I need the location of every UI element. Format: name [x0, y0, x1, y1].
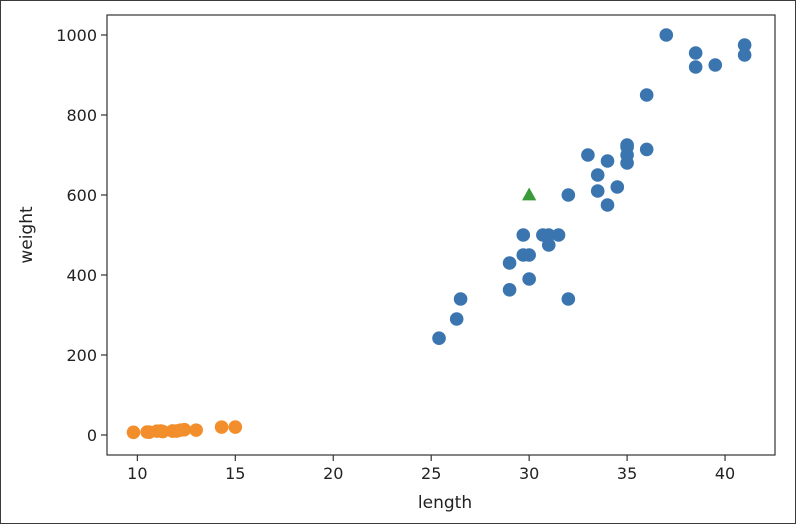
x-axis-label: length — [418, 493, 472, 513]
data-point — [228, 420, 243, 434]
data-point — [541, 238, 556, 252]
data-point — [620, 140, 634, 154]
data-point — [189, 423, 203, 437]
data-point — [522, 272, 536, 286]
x-tick-label: 10 — [127, 464, 147, 483]
data-point — [453, 292, 468, 306]
data-point — [639, 88, 654, 102]
data-point — [502, 283, 517, 297]
data-point — [600, 154, 615, 168]
x-axis: 10 15 20 25 30 35 40 — [127, 455, 735, 483]
data-point — [561, 188, 576, 202]
y-tick-label: 1000 — [56, 26, 97, 45]
x-tick-label: 35 — [617, 464, 637, 483]
data-point — [502, 256, 517, 270]
y-tick-label: 800 — [66, 106, 97, 125]
data-point — [522, 187, 537, 201]
data-point — [581, 148, 595, 162]
y-tick-label: 200 — [66, 346, 97, 365]
y-tick-label: 400 — [66, 266, 97, 285]
data-point — [737, 38, 752, 52]
data-point — [214, 420, 229, 434]
data-point — [600, 198, 615, 212]
x-tick-label: 25 — [421, 464, 441, 483]
data-point — [516, 228, 531, 242]
data-point — [610, 180, 625, 194]
data-point — [659, 28, 674, 42]
x-tick-label: 40 — [715, 464, 735, 483]
y-axis-label: weight — [17, 206, 37, 264]
data-point — [561, 292, 576, 306]
y-axis: 0 200 400 600 800 1000 — [56, 26, 107, 445]
data-point — [522, 248, 536, 262]
data-point — [590, 168, 605, 182]
data-point — [432, 331, 446, 346]
data-point — [590, 184, 605, 198]
x-tick-label: 30 — [519, 464, 539, 483]
x-tick-label: 15 — [225, 464, 245, 483]
data-point — [639, 142, 654, 157]
data-point — [708, 58, 723, 72]
data-point — [449, 312, 464, 326]
data-point — [126, 425, 141, 440]
data-point — [541, 228, 556, 242]
data-point — [156, 424, 170, 439]
y-tick-label: 0 — [87, 426, 97, 445]
data-point — [737, 48, 752, 62]
plot-area — [106, 14, 776, 456]
y-tick-label: 600 — [66, 186, 97, 205]
data-point — [688, 46, 703, 60]
data-point — [551, 228, 566, 242]
data-point — [177, 422, 192, 437]
x-tick-label: 20 — [323, 464, 343, 483]
data-point — [688, 60, 703, 74]
data-points — [126, 28, 752, 440]
